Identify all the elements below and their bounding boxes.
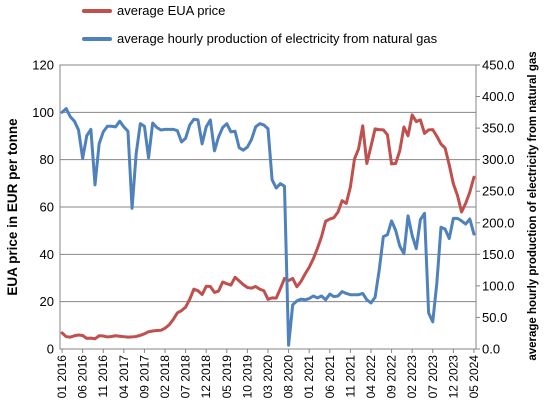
y-axis-right-title: average hourly production of electricity…: [527, 51, 539, 360]
y-axis-right-ticks: 0.0 50.0 100.0 150.0 200.0 250.0 300.0 350.0 400…: [476, 58, 515, 357]
legend: average EUA price average hourly product…: [82, 3, 438, 46]
x-tick-label: 10 2019: [240, 355, 254, 399]
y-tick-label-right: 200.0: [482, 215, 515, 230]
x-tick-label: 04 2022: [364, 355, 378, 399]
y-tick-label-right: 450.0: [482, 58, 515, 73]
x-tick-label: 02 2023: [405, 355, 419, 399]
x-tick-label: 04 2017: [117, 355, 131, 399]
series-line-gas-production: [60, 107, 476, 347]
y-tick-label-right: 250.0: [482, 184, 515, 199]
y-tick-label-right: 100.0: [482, 278, 515, 293]
y-tick-label-left: 80: [40, 152, 54, 167]
y-tick-label-right: 300.0: [482, 152, 515, 167]
x-tick-label: 02 2018: [158, 355, 172, 399]
y-tick-label-left: 60: [40, 200, 54, 215]
y-tick-label-left: 120: [32, 58, 54, 73]
x-tick-label: 01 2016: [55, 355, 69, 399]
x-tick-label: 05 2024: [467, 355, 481, 399]
y-tick-label-left: 20: [40, 294, 54, 309]
y-tick-label-right: 50.0: [482, 310, 507, 325]
x-tick-label: 08 2020: [282, 355, 296, 399]
series-line-eua-price: [60, 113, 476, 341]
y-tick-label-right: 350.0: [482, 121, 515, 136]
x-tick-label: 09 2022: [385, 355, 399, 399]
x-tick-label: 06 2016: [76, 355, 90, 399]
y-axis-left-title: EUA price in EUR per tonne: [5, 118, 20, 296]
y-tick-label-left: 0: [47, 342, 54, 357]
y-axis-left-ticks: 0 20 40 60 80 100 120: [32, 58, 54, 357]
x-tick-label: 07 2018: [179, 355, 193, 399]
x-tick-label: 11 2021: [343, 355, 357, 398]
x-tick-label: 06 2021: [323, 355, 337, 399]
legend-label-eua: average EUA price: [117, 3, 225, 18]
y-tick-label-right: 150.0: [482, 247, 515, 262]
x-tick-label: 01 2021: [302, 355, 316, 399]
y-tick-label-right: 0.0: [482, 342, 500, 357]
x-tick-label: 05 2019: [220, 355, 234, 399]
x-tick-label: 09 2017: [137, 355, 151, 399]
y-tick-label-right: 400.0: [482, 89, 515, 104]
x-tick-label: 12 2018: [199, 355, 213, 399]
x-tick-label: 03 2020: [261, 355, 275, 399]
y-tick-label-left: 40: [40, 247, 54, 262]
x-tick-label: 12 2023: [446, 355, 460, 399]
series-layer: [60, 107, 476, 347]
x-tick-label: 07 2023: [426, 355, 440, 399]
legend-label-gas: average hourly production of electricity…: [117, 31, 438, 46]
x-tick-label: 11 2016: [96, 355, 110, 398]
x-axis-ticks: 01 2016 06 2016 11 2016 04 2017 09 2017 02 20…: [55, 349, 481, 398]
y-tick-label-left: 100: [32, 105, 54, 120]
